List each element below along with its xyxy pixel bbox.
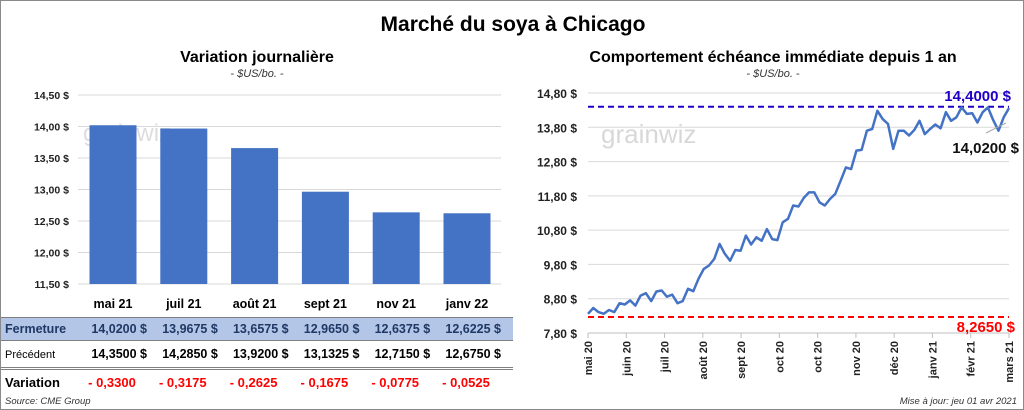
table-cell: - 0,3300 [88,375,136,390]
row-label: Fermeture [5,322,67,336]
last-label-leader [985,122,1007,134]
price-line [587,106,1011,316]
y-tick-label: 9,80 $ [544,258,578,272]
x-tick-label: nov 20 [851,341,863,376]
y-tick-label: 13,00 $ [34,185,69,197]
table-cell: 14,3500 $ [91,347,147,361]
line-chart: 14,80 $ 13,80 $ 12,80 $ 11,80 $ 10,80 $ 9,80 … [537,87,1020,383]
x-tick-label: janv 21 [927,341,939,379]
left-chart-subtitle: - $US/bo. - [230,68,284,80]
last-value-label: 14,0200 $ [952,140,1019,157]
y-tick-label: 13,50 $ [34,153,69,165]
table-cell: 14,0200 $ [91,322,147,336]
y-tick-label: 11,80 $ [538,190,578,204]
table-cell: 12,6225 $ [445,322,501,336]
y-tick-label: 10,80 $ [537,224,577,238]
table-cell: - 0,3175 [158,375,207,390]
x-tick-label: sept 20 [736,341,748,379]
table-cell: 13,9200 $ [232,347,289,361]
update-note: Mise à jour: jeu 01 avr 2021 [899,396,1017,407]
table-cell: - 0,2625 [229,375,278,390]
x-tick-label: oct 20 [813,341,825,373]
table-cell: 12,6375 $ [374,322,431,336]
x-tick-label: août 20 [698,341,710,380]
table-row-precedent: Précédent 14,3500 $ 14,2850 $ 13,9200 $ 13,1… [1,343,513,370]
table-cell: 13,9675 $ [162,322,218,336]
y-tick-label: 12,80 $ [537,156,577,170]
low-label: 8,2650 $ [957,319,1016,336]
y-tick-label: 14,50 $ [34,90,69,102]
table-cell: 12,6750 $ [445,347,501,361]
high-label: 14,4000 $ [944,88,1011,105]
x-tick-label: févr 21 [966,341,978,376]
x-tick-label: juil 20 [660,341,672,373]
bar-janv-22 [443,213,491,284]
source-note: Source: CME Group [5,396,91,407]
table-cell: 13,6575 $ [232,322,289,336]
bar-nov-21 [372,212,420,284]
x-tick-label: mars 21 [1004,341,1016,383]
bar-mai-21 [89,125,137,284]
x-tick-label: juin 20 [621,341,633,377]
y-tick-label: 14,00 $ [34,122,69,134]
y-tick-label: 12,50 $ [34,216,69,228]
left-chart-title: Variation journalière [180,49,334,66]
bar-juil-21 [160,128,208,284]
table-cell: - 0,0775 [371,375,420,390]
table-cell: 12,9650 $ [303,322,360,336]
y-tick-label: 14,80 $ [537,87,577,101]
row-label: Variation [5,375,60,390]
table-cell: - 0,0525 [442,375,490,390]
table-cell: 13,1325 $ [303,347,360,361]
right-chart-title: Comportement échéance immédiate depuis 1… [589,49,957,66]
table-cell: 14,2850 $ [162,347,218,361]
y-tick-label: 7,80 $ [544,327,578,341]
y-tick-label: 8,80 $ [544,293,578,307]
table-cell: - 0,1675 [300,375,349,390]
row-label: Précédent [5,349,56,361]
bar-chart: 14,50 $ 14,00 $ 13,50 $ 13,00 $ 12,50 $ 12,00… [34,90,501,291]
bar-août-21 [231,148,279,284]
table-row-fermeture: Fermeture 14,0200 $ 13,9675 $ 13,6575 $ 12,9… [1,317,513,341]
x-tick-label: oct 20 [774,341,786,373]
x-tick-label: mai 20 [583,341,595,375]
y-tick-label: 11,50 $ [35,279,70,291]
x-tick-label: déc 20 [889,341,901,375]
table-row-variation: Variation - 0,3300 - 0,3175 - 0,2625 - 0,167… [1,371,513,393]
y-tick-label: 12,00 $ [34,248,69,260]
bar-sept-21 [301,191,349,284]
right-chart-subtitle: - $US/bo. - [746,68,800,80]
table-cell: 12,7150 $ [374,347,431,361]
y-tick-label: 13,80 $ [537,121,577,135]
watermark-logo: grainwiz [601,119,696,149]
main-title: Marché du soya à Chicago [380,13,646,36]
